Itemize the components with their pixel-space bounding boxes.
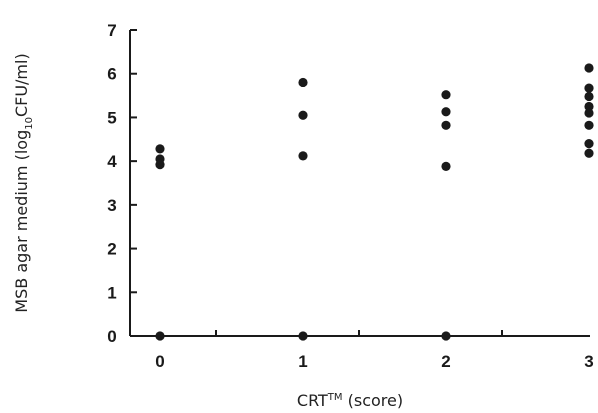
data-point bbox=[155, 144, 165, 154]
data-points bbox=[155, 63, 594, 341]
y-axis-title: MSB agar medium (log10CFU/ml) bbox=[12, 53, 35, 312]
y-tick-label: 7 bbox=[107, 21, 116, 40]
x-axis-title: CRTTM (score) bbox=[297, 391, 403, 410]
y-tick-label: 6 bbox=[107, 65, 116, 84]
data-point bbox=[298, 151, 308, 161]
data-point bbox=[584, 83, 594, 93]
y-tick-label: 2 bbox=[107, 240, 116, 259]
y-tick-label: 3 bbox=[107, 196, 116, 215]
x-tick-label: 0 bbox=[155, 352, 164, 371]
data-point bbox=[298, 331, 308, 341]
data-point bbox=[298, 110, 308, 120]
y-axis-title-pre: MSB agar medium (log bbox=[12, 130, 31, 313]
data-point bbox=[584, 101, 594, 112]
y-tick-label: 1 bbox=[107, 283, 116, 302]
y-ticks: 0 1 2 3 4 5 6 7 bbox=[107, 21, 137, 346]
data-point bbox=[584, 148, 594, 158]
data-point bbox=[584, 108, 594, 118]
x-axis-title-rest: (score) bbox=[343, 391, 404, 410]
y-tick-label: 0 bbox=[107, 327, 116, 346]
x-tick-label: 3 bbox=[584, 352, 593, 371]
data-point bbox=[584, 91, 594, 102]
data-point bbox=[155, 331, 165, 341]
x-tick-label: 1 bbox=[298, 352, 307, 371]
x-axis-title-superscript: TM bbox=[327, 392, 343, 403]
data-point bbox=[298, 77, 308, 88]
data-point bbox=[155, 160, 165, 170]
data-point bbox=[441, 90, 451, 100]
y-tick-label: 4 bbox=[107, 152, 117, 171]
data-point bbox=[584, 139, 594, 149]
data-point bbox=[441, 120, 451, 130]
data-point bbox=[441, 161, 451, 171]
y-axis-title-subscript: 10 bbox=[24, 117, 35, 130]
data-point bbox=[584, 63, 594, 73]
data-point bbox=[441, 107, 451, 117]
data-point bbox=[441, 331, 451, 341]
x-axis-title-main: CRT bbox=[297, 391, 328, 410]
x-tick-label: 2 bbox=[441, 352, 450, 371]
y-tick-label: 5 bbox=[107, 108, 116, 127]
axes bbox=[129, 30, 590, 337]
x-ticks: 0 1 2 3 bbox=[155, 330, 594, 371]
y-axis-title-post: CFU/ml) bbox=[12, 53, 31, 117]
data-point bbox=[584, 120, 594, 130]
